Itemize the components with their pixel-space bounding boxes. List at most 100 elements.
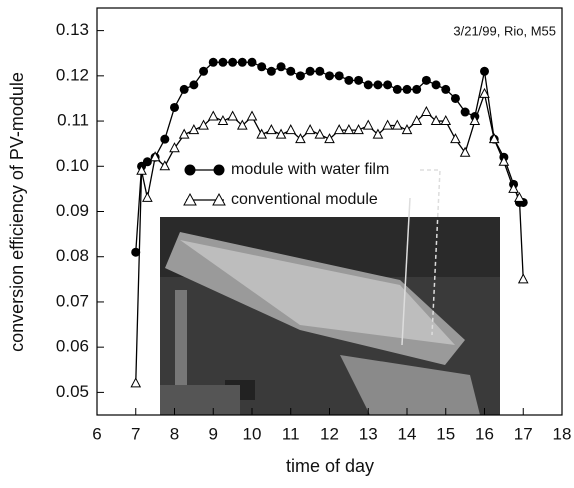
y-axis-label: conversion efficiency of PV-module — [7, 72, 27, 352]
x-tick-label: 14 — [398, 424, 417, 443]
data-point — [199, 66, 209, 76]
x-tick-label: 11 — [282, 424, 300, 443]
data-point — [353, 124, 364, 135]
data-point — [136, 164, 147, 175]
data-point — [469, 114, 481, 126]
data-point — [276, 62, 286, 72]
data-point — [514, 191, 525, 202]
data-point — [391, 119, 403, 130]
data-point — [412, 84, 422, 94]
data-point — [149, 151, 161, 162]
data-point — [131, 247, 141, 257]
data-point — [189, 80, 199, 90]
data-point — [440, 114, 452, 126]
data-point — [333, 124, 345, 135]
data-point — [130, 377, 142, 388]
y-tick-label: 0.07 — [56, 291, 89, 310]
data-point — [459, 146, 471, 157]
data-point — [170, 102, 179, 112]
data-point — [208, 57, 218, 67]
legend-label: module with water film — [231, 161, 389, 178]
data-point — [373, 80, 383, 90]
data-point — [382, 119, 393, 130]
data-point — [441, 84, 451, 94]
data-point — [256, 128, 268, 139]
x-tick-label: 16 — [475, 424, 494, 443]
data-point — [430, 114, 442, 126]
data-point — [401, 124, 413, 135]
data-point — [508, 182, 519, 193]
data-point — [362, 119, 374, 130]
y-tick-label: 0.06 — [56, 337, 89, 356]
y-tick-label: 0.13 — [56, 20, 89, 39]
data-point — [179, 84, 189, 94]
x-tick-label: 9 — [209, 424, 218, 443]
data-point — [450, 133, 461, 144]
legend: module with water film conventional modu… — [183, 161, 389, 208]
data-point — [479, 87, 490, 98]
annotation: 3/21/99, Rio, M55 — [453, 23, 556, 38]
data-point — [285, 124, 297, 135]
x-tick-label: 10 — [243, 424, 262, 443]
data-point — [305, 66, 315, 76]
legend-label: conventional module — [231, 191, 378, 208]
data-point — [159, 160, 171, 171]
data-point — [304, 124, 316, 135]
data-point — [460, 107, 470, 117]
y-tick-label: 0.12 — [56, 65, 89, 84]
data-point — [324, 133, 335, 144]
data-point — [517, 273, 529, 284]
data-point — [178, 128, 190, 139]
data-point — [295, 133, 306, 144]
x-tick-label: 13 — [359, 424, 378, 443]
data-point — [142, 157, 152, 167]
data-point — [315, 66, 325, 76]
photo-inset — [160, 217, 500, 415]
data-point — [334, 71, 344, 81]
data-point — [198, 119, 209, 130]
x-axis-label: time of day — [286, 456, 374, 476]
x-tick-label: 12 — [320, 424, 339, 443]
data-point — [314, 128, 326, 139]
data-point — [236, 119, 248, 130]
data-point — [218, 57, 228, 67]
y-tick-label: 0.05 — [56, 382, 89, 401]
data-point — [188, 124, 200, 135]
data-point — [266, 124, 277, 135]
y-tick-label: 0.08 — [56, 246, 89, 265]
data-point — [372, 128, 384, 139]
data-point — [431, 80, 441, 90]
data-point — [480, 66, 489, 76]
y-tick-label: 0.09 — [56, 201, 89, 220]
x-tick-label: 6 — [92, 424, 101, 443]
data-point — [295, 71, 305, 81]
data-point — [325, 71, 334, 81]
data-point — [286, 66, 296, 76]
data-point — [421, 75, 431, 85]
y-tick-label: 0.11 — [57, 111, 89, 130]
data-point — [275, 128, 287, 139]
data-point — [169, 142, 180, 153]
data-point — [257, 62, 267, 72]
data-point — [247, 57, 257, 67]
data-point — [383, 80, 393, 90]
data-point — [228, 57, 238, 67]
data-point — [498, 155, 510, 166]
data-point — [237, 57, 247, 67]
data-point — [488, 133, 500, 144]
data-point — [217, 114, 229, 126]
data-point — [392, 84, 402, 94]
data-point — [363, 80, 373, 90]
x-tick-label: 17 — [514, 424, 533, 443]
pointer — [401, 197, 411, 346]
data-point — [402, 84, 412, 94]
data-point — [411, 114, 423, 126]
data-point — [266, 66, 276, 76]
data-point — [354, 75, 364, 85]
x-tick-label: 18 — [553, 424, 572, 443]
x-tick-label: 7 — [131, 424, 140, 443]
data-point — [450, 93, 460, 103]
data-point — [344, 75, 354, 85]
data-point — [246, 110, 258, 121]
